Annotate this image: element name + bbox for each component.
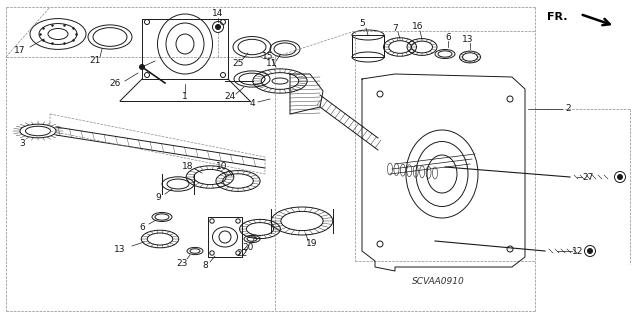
Text: 24: 24: [225, 93, 236, 101]
Circle shape: [216, 25, 221, 29]
Text: FR.: FR.: [547, 12, 568, 22]
Text: 5: 5: [359, 19, 365, 28]
Text: 16: 16: [412, 23, 424, 32]
Text: 6: 6: [445, 33, 451, 41]
Text: 3: 3: [19, 139, 25, 149]
Text: 17: 17: [14, 47, 26, 56]
Text: 18: 18: [182, 162, 194, 172]
Text: 12: 12: [572, 247, 584, 256]
Text: 20: 20: [243, 242, 253, 251]
Text: 27: 27: [582, 173, 594, 182]
Text: 8: 8: [202, 261, 208, 270]
Text: 9: 9: [155, 192, 161, 202]
Text: 26: 26: [109, 79, 121, 88]
Text: 25: 25: [232, 60, 244, 69]
Text: 23: 23: [176, 258, 188, 268]
Text: 19: 19: [307, 240, 317, 249]
Circle shape: [618, 174, 623, 180]
Text: 13: 13: [115, 244, 125, 254]
Text: 4: 4: [249, 100, 255, 108]
Circle shape: [140, 64, 145, 70]
Text: 14: 14: [212, 10, 224, 19]
Text: 10: 10: [216, 162, 228, 172]
Text: 22: 22: [236, 249, 248, 258]
Text: 1: 1: [182, 93, 188, 101]
Text: 11: 11: [266, 60, 278, 69]
Bar: [352, 35, 384, 57]
Text: 21: 21: [90, 56, 100, 65]
Text: 7: 7: [392, 25, 398, 33]
Text: 6: 6: [139, 222, 145, 232]
Text: 15: 15: [262, 53, 274, 62]
Text: 13: 13: [462, 34, 474, 43]
Circle shape: [588, 249, 593, 254]
Text: SCVAA0910: SCVAA0910: [412, 277, 465, 286]
Text: 2: 2: [565, 105, 571, 114]
